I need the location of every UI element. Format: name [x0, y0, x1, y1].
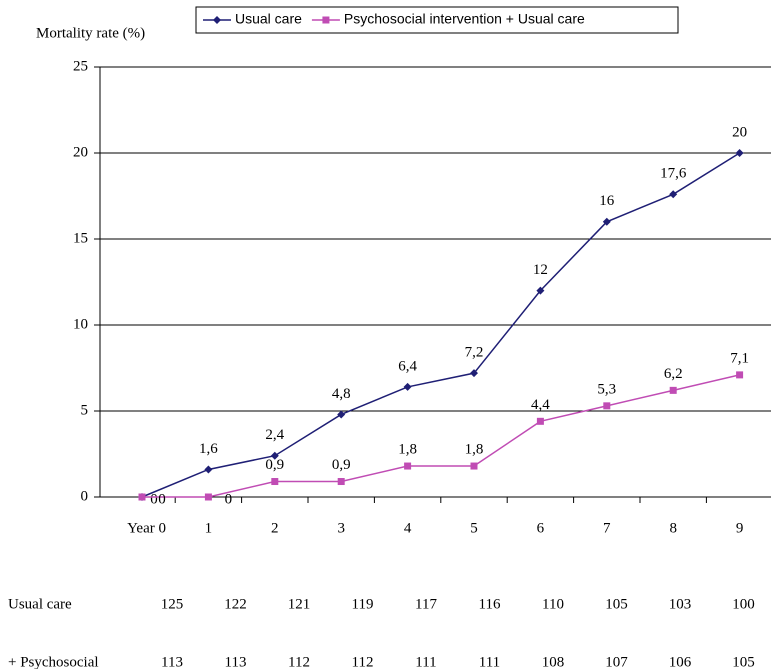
y-tick-label: 0 [81, 488, 89, 504]
data-label: 6,2 [664, 366, 683, 382]
series-line [141, 152, 740, 498]
x-tick-label: 7 [603, 520, 611, 536]
data-label: 0 [158, 491, 166, 507]
series-line [142, 374, 740, 498]
table-cell: 105 [605, 596, 628, 612]
table-cell: 113 [225, 654, 247, 669]
legend-label: Usual care [235, 11, 302, 27]
table-cell: 107 [605, 654, 628, 669]
data-point [669, 386, 677, 394]
x-tick-label: 4 [404, 520, 412, 536]
data-point [602, 217, 611, 226]
table-cell: 111 [479, 654, 500, 669]
table-cell: 121 [288, 596, 311, 612]
x-tick-label: 9 [736, 520, 744, 536]
data-point [337, 478, 345, 486]
data-label: 7,1 [730, 350, 749, 366]
table-cell: 103 [669, 596, 692, 612]
data-label: 17,6 [660, 166, 687, 182]
data-label: 0 [225, 491, 233, 507]
data-label: 0 [150, 491, 158, 507]
table-cell: 125 [161, 596, 184, 612]
x-tick-label: 6 [537, 520, 545, 536]
table-cell: 100 [732, 596, 755, 612]
data-point [337, 410, 346, 419]
x-tick-label: 8 [669, 520, 677, 536]
data-label: 4,8 [332, 386, 351, 402]
y-tick-label: 5 [81, 402, 89, 418]
data-label: 1,8 [398, 441, 417, 457]
table-cell: 122 [224, 596, 247, 612]
table-cell: 105 [732, 654, 755, 669]
data-point [736, 371, 744, 379]
table-cell: 116 [479, 596, 501, 612]
data-point [403, 382, 412, 391]
table-cell: 119 [352, 596, 374, 612]
legend-label: Psychosocial intervention + Usual care [344, 11, 585, 27]
data-label: 7,2 [465, 345, 484, 361]
table-row-label: + Psychosocial [8, 654, 99, 669]
x-tick-label: 1 [205, 520, 213, 536]
legend-box [195, 6, 679, 34]
table-cell: 112 [288, 654, 310, 669]
data-label: 12 [533, 262, 548, 278]
data-label: 2,4 [265, 427, 284, 443]
data-point [470, 462, 478, 470]
x-tick-label: Year 0 [127, 520, 166, 536]
data-point [536, 286, 545, 295]
legend-marker [213, 16, 221, 24]
data-label: 4,4 [531, 397, 550, 413]
data-point [270, 451, 279, 460]
data-label: 20 [732, 124, 747, 140]
data-label: 16 [599, 193, 615, 209]
table-cell: 112 [352, 654, 374, 669]
table-cell: 110 [542, 596, 564, 612]
table-cell: 113 [161, 654, 183, 669]
x-tick-label: 2 [271, 520, 279, 536]
data-label: 6,4 [398, 358, 417, 374]
data-label: 5,3 [597, 381, 616, 397]
data-point [271, 478, 279, 486]
table-cell: 108 [542, 654, 565, 669]
table-cell: 106 [669, 654, 692, 669]
data-point [204, 493, 212, 501]
legend-marker [322, 16, 330, 24]
y-tick-label: 10 [73, 316, 88, 332]
table-row-label: Usual care [8, 596, 72, 612]
y-axis-title: Mortality rate (%) [36, 25, 145, 41]
y-tick-label: 25 [73, 58, 88, 74]
data-point [669, 190, 678, 199]
data-point [735, 149, 744, 157]
data-label: 1,8 [465, 441, 484, 457]
data-point [603, 402, 611, 410]
data-point [204, 465, 213, 474]
legend: Usual care Psychosocial intervention + Us… [195, 6, 679, 34]
data-label: 0,9 [332, 457, 351, 473]
x-tick-label: 3 [337, 520, 345, 536]
x-tick-label: 5 [470, 520, 478, 536]
y-tick-label: 15 [73, 230, 88, 246]
data-point [470, 369, 478, 378]
data-label: 0,9 [265, 457, 284, 473]
table-cell: 111 [415, 654, 436, 669]
data-point [404, 462, 412, 470]
y-tick-label: 20 [73, 144, 88, 160]
data-point [536, 417, 544, 425]
data-point [138, 493, 146, 501]
table-cell: 117 [415, 596, 437, 612]
data-label: 1,6 [199, 441, 218, 457]
